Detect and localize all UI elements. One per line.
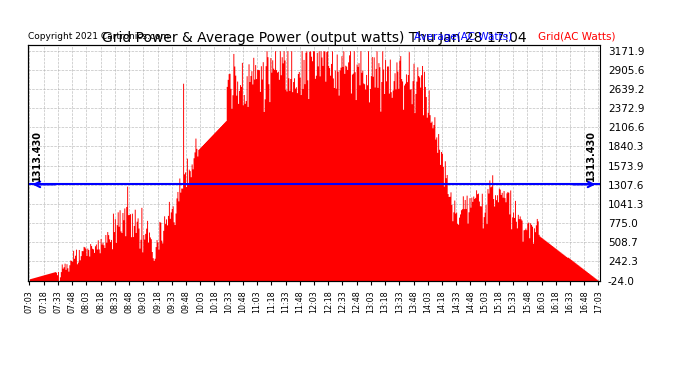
Title: Grid Power & Average Power (output watts) Thu Jan 28 17:04: Grid Power & Average Power (output watts… [101,31,526,45]
Text: 1313.430: 1313.430 [586,130,596,181]
Text: Average(AC Watts): Average(AC Watts) [414,32,512,42]
Text: 1313.430: 1313.430 [32,130,42,181]
Text: Copyright 2021 Cartronics.com: Copyright 2021 Cartronics.com [28,32,169,41]
Text: Grid(AC Watts): Grid(AC Watts) [538,32,615,42]
